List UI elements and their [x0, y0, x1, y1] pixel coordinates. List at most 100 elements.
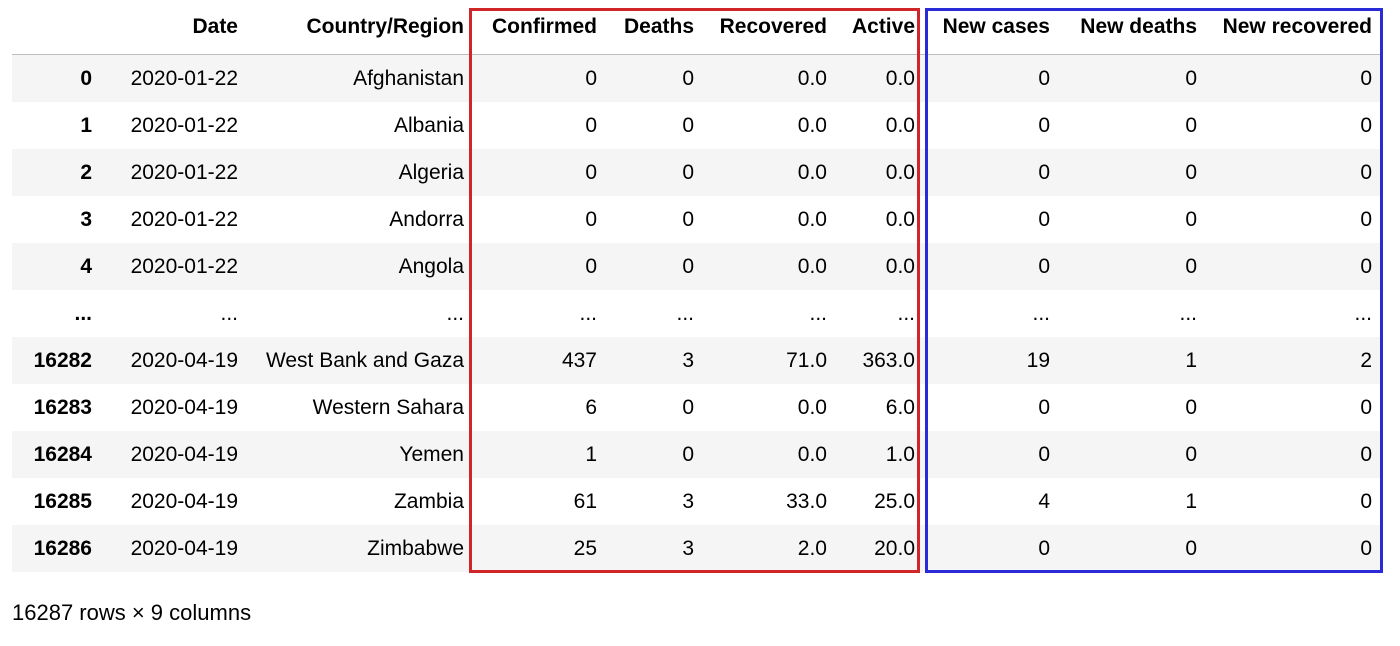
table-cell: 0 [1185, 67, 1197, 90]
table-cell: 2020-01-22 [130, 67, 238, 90]
table-cell: 0 [1185, 537, 1197, 560]
table-cell: 2020-01-22 [130, 255, 238, 278]
table-cell: 0 [585, 114, 597, 137]
table-cell: ... [446, 302, 464, 325]
table-cell: 2.0 [797, 537, 827, 560]
row-index: 16283 [33, 396, 92, 419]
table-cell: ... [897, 302, 915, 325]
table-cell: 0 [1185, 443, 1197, 466]
table-cell: West Bank and Gaza [265, 349, 464, 372]
table-cell: ... [1032, 302, 1050, 325]
row-index: 1 [80, 114, 92, 137]
column-header-active: Active [835, 0, 923, 55]
table-cell: 2020-01-22 [130, 161, 238, 184]
table-row: 16285 2020-04-19 Zambia 61 3 33.0 25.0 4 1 0 [12, 478, 1380, 525]
table-cell: 33.0 [786, 490, 827, 513]
table-cell: 2020-04-19 [130, 443, 238, 466]
table-cell: 0 [1185, 114, 1197, 137]
column-header-deaths: Deaths [605, 0, 702, 55]
column-header-new-cases: New cases [923, 0, 1058, 55]
table-cell: 2020-01-22 [130, 114, 238, 137]
table-cell: 0 [585, 255, 597, 278]
table-cell: 2020-04-19 [130, 537, 238, 560]
index-header [12, 0, 100, 55]
table-cell: ... [220, 302, 238, 325]
table-row: 16283 2020-04-19 Western Sahara 6 0 0.0 6.0 0 0 0 [12, 384, 1380, 431]
table-cell: 0 [682, 67, 694, 90]
table-cell: ... [676, 302, 694, 325]
column-header-date: Date [100, 0, 246, 55]
table-cell: 0 [1038, 114, 1050, 137]
table-row: 3 2020-01-22 Andorra 0 0 0.0 0.0 0 0 0 [12, 196, 1380, 243]
table-cell: 1 [1185, 490, 1197, 513]
table-cell: 6 [585, 396, 597, 419]
table-cell: 25 [573, 537, 597, 560]
table-cell: 2020-01-22 [130, 208, 238, 231]
table-cell: 0 [1360, 114, 1372, 137]
table-cell: 2020-04-19 [130, 490, 238, 513]
row-index: 16285 [33, 490, 92, 513]
row-index: ... [74, 302, 92, 325]
table-cell: 0 [1360, 208, 1372, 231]
table-cell: 0.0 [797, 161, 827, 184]
row-index: 2 [80, 161, 92, 184]
header-row: Date Country/Region Confirmed Deaths Rec… [12, 0, 1380, 55]
table-cell: Angola [398, 255, 464, 278]
table-cell: 437 [561, 349, 597, 372]
column-header-country-region: Country/Region [246, 0, 472, 55]
table-cell: 1.0 [885, 443, 915, 466]
table-cell: 0 [682, 208, 694, 231]
table-cell: 2 [1360, 349, 1372, 372]
column-header-recovered: Recovered [702, 0, 835, 55]
table-cell: 0 [1360, 161, 1372, 184]
table-cell: 0 [1360, 537, 1372, 560]
table-cell: 0.0 [797, 443, 827, 466]
table-cell: 0 [682, 114, 694, 137]
table-cell: 3 [682, 537, 694, 560]
table-cell: Yemen [399, 443, 464, 466]
table-row: 16286 2020-04-19 Zimbabwe 25 3 2.0 20.0 0 0 0 [12, 525, 1380, 572]
table-cell: 0.0 [797, 255, 827, 278]
dataframe-shape-text: 16287 rows × 9 columns [12, 600, 252, 625]
table-cell: 25.0 [874, 490, 915, 513]
table-row: .............................. [12, 290, 1380, 337]
table-cell: Afghanistan [353, 67, 464, 90]
table-cell: 3 [682, 349, 694, 372]
table-cell: 2020-04-19 [130, 396, 238, 419]
table-cell: 2020-04-19 [130, 349, 238, 372]
table-cell: 0 [682, 161, 694, 184]
row-index: 0 [80, 67, 92, 90]
table-cell: Zimbabwe [367, 537, 464, 560]
column-header-confirmed: Confirmed [472, 0, 605, 55]
row-index: 16284 [33, 443, 92, 466]
table-cell: ... [1179, 302, 1197, 325]
table-cell: 3 [682, 490, 694, 513]
table-cell: 0 [585, 208, 597, 231]
table-cell: 0 [1038, 537, 1050, 560]
table-cell: ... [1354, 302, 1372, 325]
dataframe-table: Date Country/Region Confirmed Deaths Rec… [12, 0, 1380, 572]
table-cell: 61 [573, 490, 597, 513]
table-cell: 0 [1185, 396, 1197, 419]
table-cell: 0.0 [797, 114, 827, 137]
table-row: 0 2020-01-22 Afghanistan 0 0 0.0 0.0 0 0 0 [12, 54, 1380, 102]
table-cell: 0.0 [797, 67, 827, 90]
table-cell: 0 [1360, 490, 1372, 513]
row-index: 3 [80, 208, 92, 231]
table-row: 4 2020-01-22 Angola 0 0 0.0 0.0 0 0 0 [12, 243, 1380, 290]
row-index: 4 [80, 255, 92, 278]
table-cell: 0 [1185, 161, 1197, 184]
row-index: 16286 [33, 537, 92, 560]
table-cell: 0 [1360, 396, 1372, 419]
table-cell: Albania [393, 114, 464, 137]
table-cell: 0 [1038, 208, 1050, 231]
table-cell: 0.0 [885, 114, 915, 137]
table-cell: 0 [1038, 67, 1050, 90]
table-cell: Western Sahara [312, 396, 464, 419]
table-row: 16284 2020-04-19 Yemen 1 0 0.0 1.0 0 0 0 [12, 431, 1380, 478]
column-header-new-deaths: New deaths [1058, 0, 1205, 55]
table-cell: 19 [1026, 349, 1050, 372]
table-cell: 0 [585, 67, 597, 90]
table-row: 1 2020-01-22 Albania 0 0 0.0 0.0 0 0 0 [12, 102, 1380, 149]
table-cell: 0.0 [885, 67, 915, 90]
